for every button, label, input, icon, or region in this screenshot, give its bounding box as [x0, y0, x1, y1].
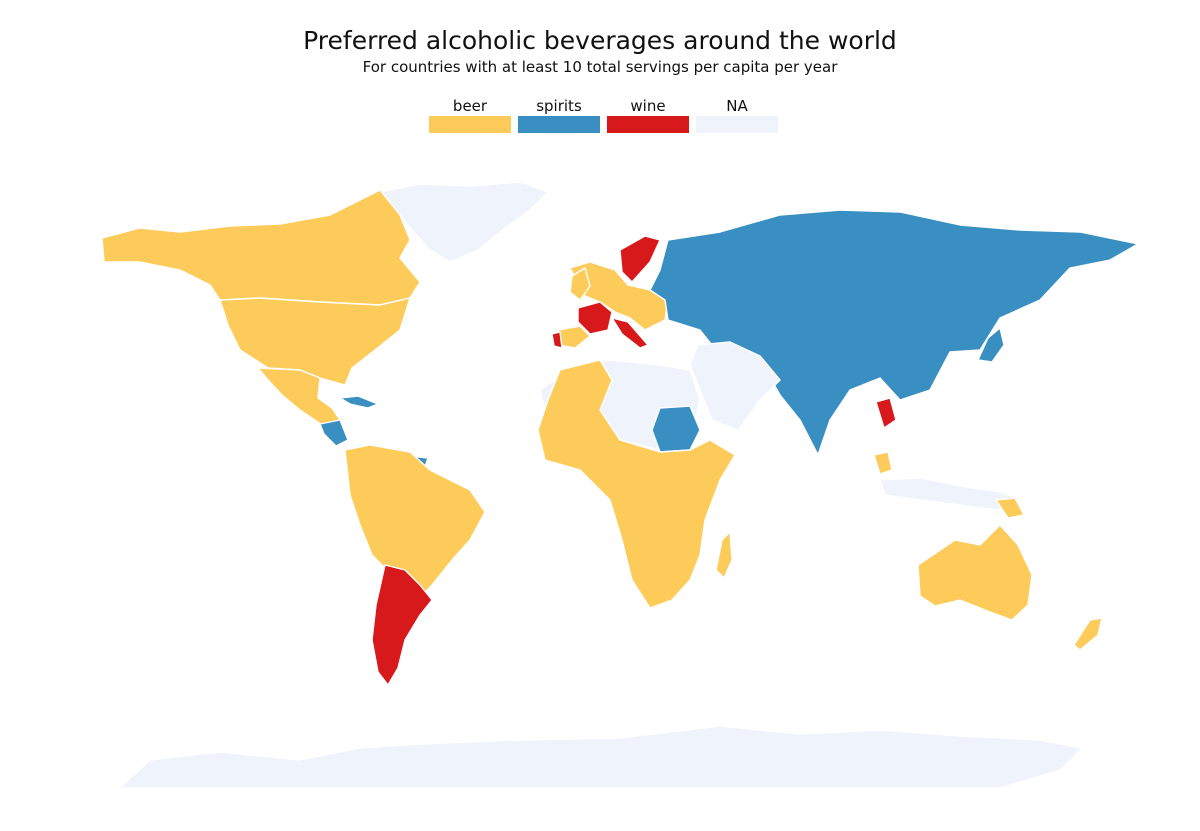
legend-label-spirits: spirits — [536, 97, 582, 115]
region-laos[interactable] — [875, 397, 897, 429]
legend-swatch-beer — [429, 116, 511, 133]
legend-label-na: NA — [726, 97, 748, 115]
region-italy[interactable] — [611, 317, 649, 349]
region-australia[interactable] — [917, 524, 1033, 621]
legend-label-wine: wine — [630, 97, 666, 115]
region-south-america[interactable] — [344, 444, 486, 601]
region-france[interactable] — [577, 301, 613, 335]
map-subtitle: For countries with at least 10 total ser… — [362, 58, 838, 76]
region-sudan[interactable] — [651, 405, 701, 453]
region-sweden[interactable] — [619, 235, 661, 283]
region-greenland[interactable] — [379, 181, 549, 263]
region-usa[interactable] — [219, 297, 411, 386]
region-central-america[interactable] — [319, 419, 349, 447]
legend-label-beer: beer — [452, 97, 488, 115]
region-png[interactable] — [995, 497, 1025, 519]
region-antarctica[interactable] — [119, 725, 1083, 789]
region-russia-asia[interactable] — [649, 209, 1139, 456]
region-se-asia[interactable] — [873, 451, 893, 475]
legend: beer spirits wine NA — [429, 96, 778, 133]
legend-item-na[interactable]: NA — [696, 96, 778, 133]
legend-item-spirits[interactable]: spirits — [518, 96, 600, 133]
region-canada[interactable] — [101, 189, 421, 306]
region-madagascar[interactable] — [715, 531, 733, 579]
region-uk[interactable] — [569, 267, 591, 301]
region-africa[interactable] — [537, 359, 736, 609]
region-new-zealand[interactable] — [1073, 617, 1103, 651]
region-argentina-chile[interactable] — [371, 564, 433, 686]
legend-swatch-na — [696, 116, 778, 133]
region-japan[interactable] — [977, 327, 1005, 363]
region-portugal[interactable] — [551, 331, 563, 349]
region-cuba[interactable] — [339, 395, 379, 409]
legend-swatch-spirits — [518, 116, 600, 133]
legend-swatch-wine — [607, 116, 689, 133]
legend-item-wine[interactable]: wine — [607, 96, 689, 133]
map-title: Preferred alcoholic beverages around the… — [303, 26, 897, 55]
legend-item-beer[interactable]: beer — [429, 96, 511, 133]
region-middle-east[interactable] — [689, 341, 781, 431]
